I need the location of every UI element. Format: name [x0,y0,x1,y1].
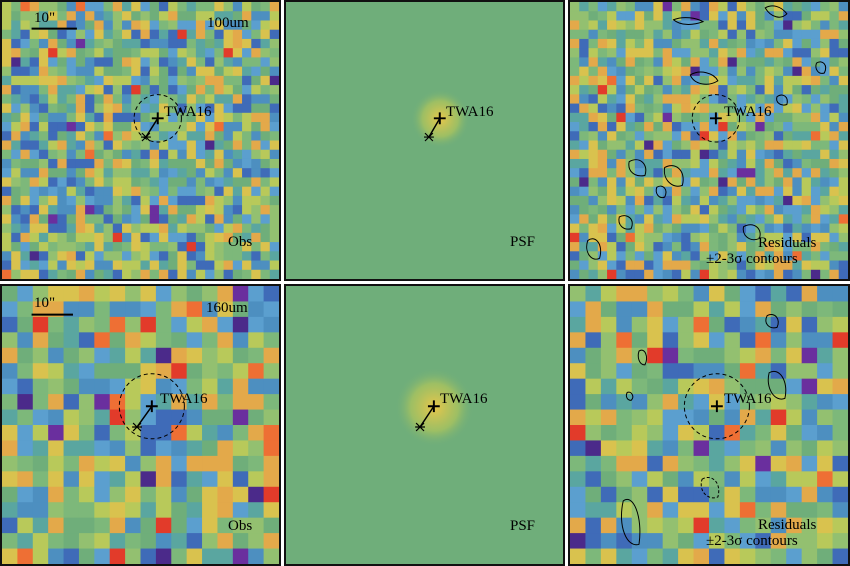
overlay-160um-psf [415,400,440,432]
residuals-label: Residuals [758,517,817,533]
asterisk-marker-icon [140,132,151,142]
aperture-circle [683,373,750,440]
contour [767,370,787,400]
offset-line [419,405,435,428]
contour [765,314,779,329]
plus-marker-icon [145,400,158,413]
obs-map-160um [2,286,279,564]
contour [621,498,641,546]
aperture-circle [133,94,182,143]
panel-100um-obs: 10" 100um TWA16 Obs [0,0,281,281]
panel-100um-residuals: TWA16 Residuals ±2-3σ contours [568,0,850,281]
overlay-100um-obs [31,27,182,143]
contours-label: ±2-3σ contours [706,533,798,549]
asterisk-marker-icon [415,422,425,432]
contour [637,349,647,366]
psf-map-160um [286,286,563,564]
source-name: TWA16 [440,391,488,407]
overlay-100um-psf [424,112,446,142]
offset-line [428,117,441,138]
plus-marker-icon [151,112,164,125]
plus-marker-icon [710,400,723,413]
contour [815,61,827,74]
source-name: TWA16 [164,104,212,120]
asterisk-marker-icon [424,132,434,142]
contour [625,391,634,401]
scale-label: 10" [34,295,56,311]
source-name: TWA16 [446,104,494,120]
overlay-100um-resid [586,5,827,260]
offset-line [136,405,153,428]
psf-label: PSF [510,518,536,534]
contour [655,185,667,199]
band-label: 100um [207,15,249,31]
source-name: TWA16 [724,391,772,407]
contour [628,159,647,177]
contour [663,165,684,187]
source-name: TWA16 [724,104,772,120]
aperture-circle [118,373,185,440]
panel-160um-obs: 10" 160um TWA16 Obs [0,284,281,566]
asterisk-marker-icon [132,422,142,432]
obs-label: Obs [228,518,253,534]
plus-marker-icon [427,400,440,413]
overlay-160um-resid [621,314,787,546]
contour [776,94,788,106]
contour [764,5,788,18]
band-label: 160um [206,300,248,316]
residual-map-100um [570,2,848,279]
psf-label: PSF [510,234,536,250]
scale-label: 10" [34,10,56,26]
panel-160um-residuals: TWA16 Residuals ±2-3σ contours [568,284,850,566]
obs-label: Obs [228,234,253,250]
aperture-circle [691,94,741,143]
contour [689,71,719,85]
plus-marker-icon [433,112,446,125]
offset-line [145,117,159,138]
contour [700,477,720,499]
residual-map-160um [570,286,848,564]
contours-label: ±2-3σ contours [706,251,798,267]
contour [742,224,761,241]
source-name: TWA16 [160,391,208,407]
panel-100um-psf: TWA16 PSF [284,0,565,281]
contour [618,215,633,230]
contour [672,17,705,25]
panel-160um-psf: TWA16 PSF [284,284,565,566]
plus-marker-icon [709,112,722,125]
obs-map-100um [2,2,279,279]
overlay-160um-obs [31,313,185,440]
contour [586,238,602,260]
residuals-label: Residuals [758,235,817,251]
